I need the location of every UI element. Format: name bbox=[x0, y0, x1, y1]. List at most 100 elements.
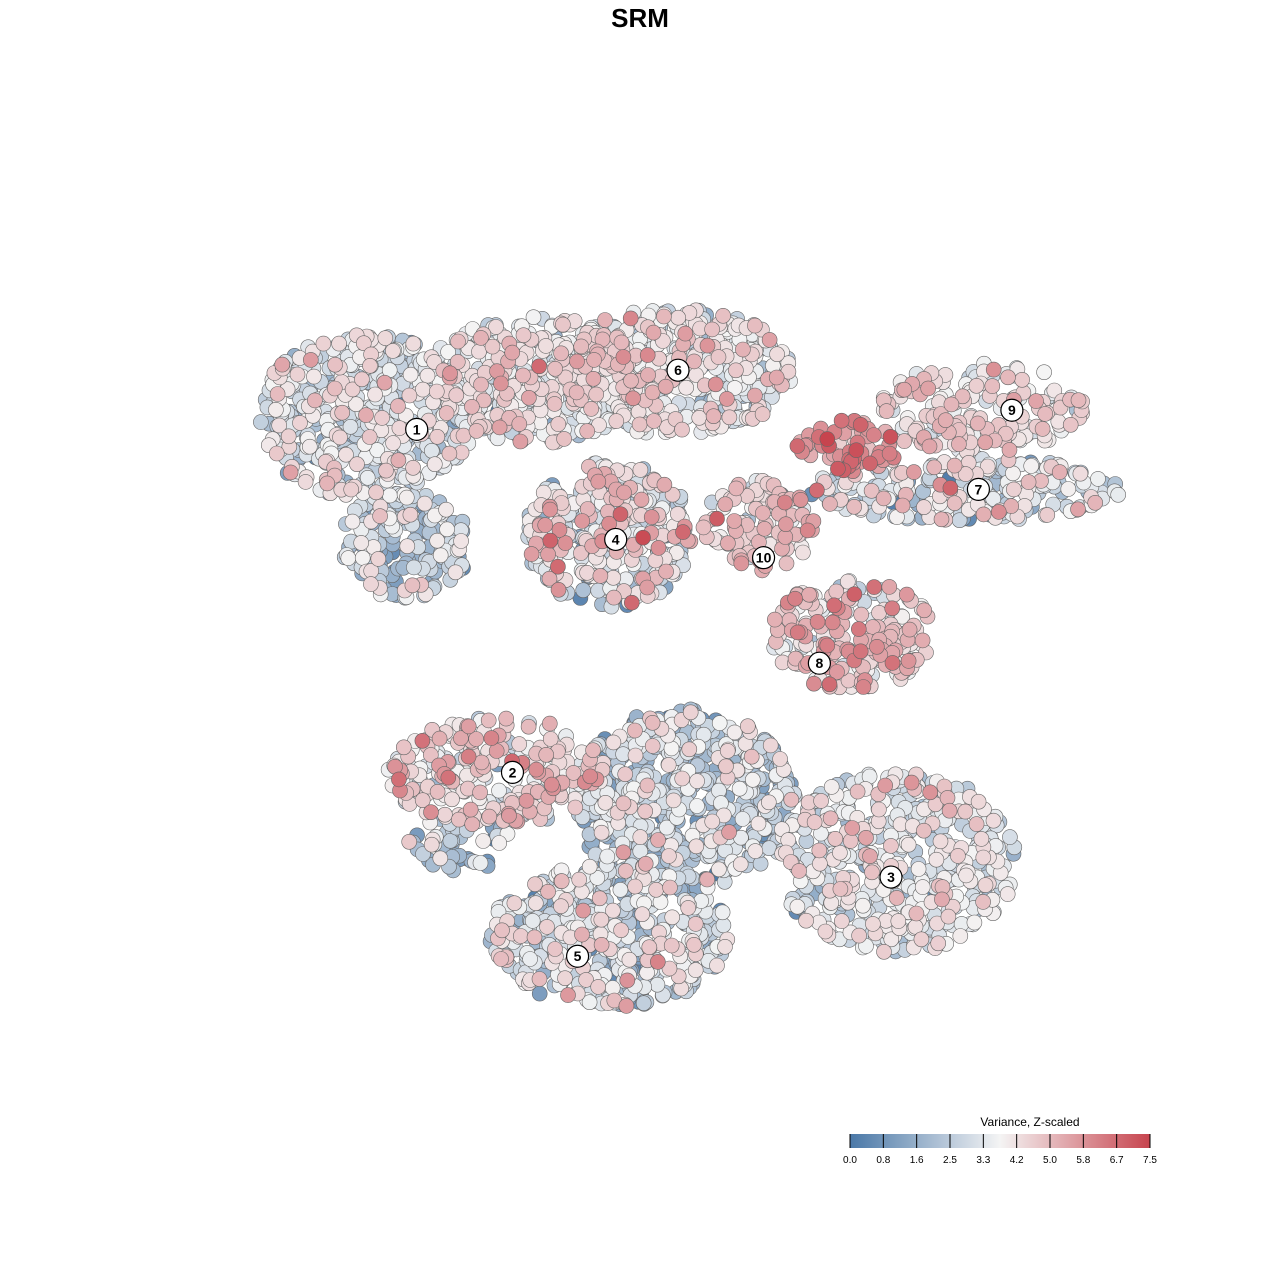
cell-point bbox=[406, 559, 422, 576]
cell-point bbox=[557, 535, 574, 551]
cell-point bbox=[429, 783, 446, 800]
legend-tick-label: 1.6 bbox=[910, 1155, 924, 1166]
cell-point bbox=[432, 850, 449, 867]
cell-point bbox=[916, 822, 932, 839]
cell-point bbox=[772, 751, 788, 767]
cell-point bbox=[550, 558, 566, 575]
cell-point bbox=[726, 513, 743, 529]
cell-point bbox=[985, 361, 1002, 378]
cell-point bbox=[547, 360, 563, 377]
cell-point bbox=[631, 416, 648, 433]
cell-point bbox=[370, 551, 387, 567]
cell-point bbox=[579, 423, 596, 439]
cell-point bbox=[787, 590, 803, 607]
cell-point bbox=[553, 873, 570, 889]
cell-point bbox=[253, 414, 269, 430]
cell-point bbox=[649, 976, 666, 993]
cell-point bbox=[307, 392, 323, 409]
cell-point bbox=[361, 429, 378, 445]
cell-point bbox=[344, 513, 361, 530]
cell-point bbox=[882, 428, 899, 445]
legend-tick-label: 4.2 bbox=[1010, 1155, 1024, 1166]
cell-point bbox=[637, 803, 654, 820]
cell-point bbox=[762, 737, 779, 754]
cell-point bbox=[540, 883, 556, 900]
cell-point bbox=[528, 761, 545, 778]
cell-point bbox=[1070, 501, 1086, 518]
cell-point bbox=[664, 909, 681, 926]
cell-point bbox=[268, 445, 285, 462]
cell-point bbox=[985, 812, 1002, 829]
cell-point bbox=[567, 799, 584, 816]
cell-point bbox=[791, 863, 807, 879]
cell-point bbox=[824, 614, 841, 631]
cell-point bbox=[934, 891, 950, 908]
cell-point bbox=[641, 939, 658, 956]
cluster-label-6: 6 bbox=[666, 358, 690, 382]
cell-point bbox=[888, 890, 905, 906]
cell-point bbox=[999, 886, 1016, 902]
cell-point bbox=[627, 747, 644, 764]
cell-point bbox=[538, 746, 555, 763]
cell-point bbox=[844, 820, 861, 836]
cell-point bbox=[754, 406, 771, 422]
cell-point bbox=[568, 384, 585, 401]
cell-point bbox=[656, 308, 672, 325]
cell-point bbox=[681, 741, 698, 758]
cluster-label-5: 5 bbox=[565, 944, 590, 968]
cell-point bbox=[704, 321, 720, 338]
cell-point bbox=[941, 802, 958, 819]
cell-point bbox=[721, 824, 737, 840]
cell-point bbox=[575, 582, 592, 599]
cell-point bbox=[625, 390, 641, 407]
cell-point bbox=[605, 734, 622, 751]
cluster-label-text: 3 bbox=[887, 869, 895, 885]
cell-point bbox=[472, 855, 489, 871]
cell-point bbox=[349, 456, 365, 473]
cell-point bbox=[633, 491, 650, 508]
cell-point bbox=[597, 312, 613, 328]
cell-point bbox=[846, 498, 863, 515]
cell-point bbox=[898, 586, 915, 603]
cell-point bbox=[416, 495, 433, 512]
cell-point bbox=[402, 366, 419, 383]
cell-point bbox=[627, 722, 643, 739]
cell-point bbox=[523, 546, 540, 562]
cell-point bbox=[354, 371, 370, 388]
cell-point bbox=[940, 908, 957, 925]
cell-point bbox=[720, 535, 736, 552]
cell-point bbox=[1110, 486, 1126, 503]
cell-point bbox=[612, 506, 629, 523]
chart-title: SRM bbox=[611, 3, 669, 33]
cluster-label-text: 1 bbox=[413, 421, 421, 437]
cell-point bbox=[833, 913, 850, 929]
cell-point bbox=[760, 794, 777, 811]
cell-point bbox=[809, 482, 825, 499]
cell-point bbox=[460, 718, 477, 735]
legend-tick-label: 0.0 bbox=[843, 1155, 857, 1166]
cell-point bbox=[354, 550, 371, 566]
cell-point bbox=[830, 460, 846, 477]
cell-point bbox=[709, 510, 725, 527]
cell-point bbox=[621, 951, 638, 968]
cell-point bbox=[368, 484, 384, 501]
cell-point bbox=[1020, 474, 1037, 490]
cell-point bbox=[539, 919, 555, 935]
cell-point bbox=[789, 438, 806, 454]
cell-point bbox=[623, 372, 639, 389]
cluster-label-3: 3 bbox=[879, 865, 903, 889]
cell-point bbox=[686, 936, 702, 953]
cell-point bbox=[1051, 464, 1068, 480]
cell-point bbox=[512, 928, 529, 944]
cell-point bbox=[494, 922, 510, 939]
cell-point bbox=[906, 464, 922, 480]
cell-point bbox=[678, 379, 695, 396]
cell-point bbox=[521, 389, 537, 406]
cell-point bbox=[806, 814, 823, 830]
cell-point bbox=[1090, 471, 1106, 487]
cell-point bbox=[343, 481, 360, 498]
cell-point bbox=[728, 480, 745, 497]
cell-point bbox=[448, 387, 465, 404]
cell-point bbox=[440, 769, 457, 786]
